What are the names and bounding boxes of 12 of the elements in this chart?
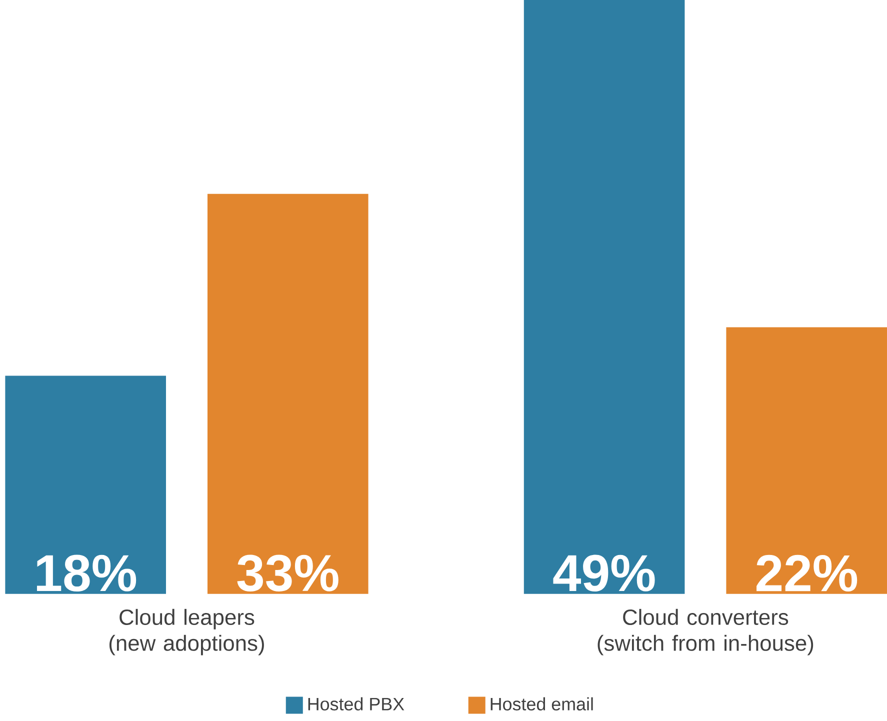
bar bbox=[524, 0, 685, 594]
data-label: 22% bbox=[756, 554, 858, 592]
bar bbox=[207, 194, 368, 594]
data-label: 49% bbox=[553, 554, 655, 592]
data-label: 33% bbox=[237, 554, 338, 592]
bar bbox=[726, 327, 887, 594]
x-tick-label: Cloud leapers (new adoptions) bbox=[109, 608, 264, 656]
legend-label: Hosted PBX bbox=[308, 697, 404, 710]
legend-label: Hosted email bbox=[490, 697, 593, 710]
bar bbox=[5, 376, 166, 594]
x-tick-label: Cloud converters (switch from in-house) bbox=[598, 608, 814, 656]
data-label: 18% bbox=[36, 554, 136, 592]
